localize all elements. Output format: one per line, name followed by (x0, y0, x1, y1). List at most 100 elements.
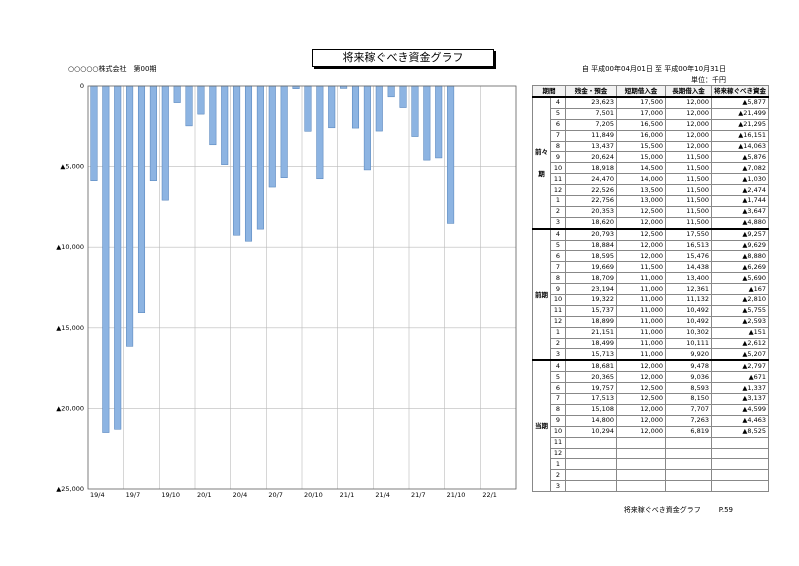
table-header-row: 期間 残金・預金 短期借入金 長期借入金 将来稼ぐべき資金 (532, 85, 769, 98)
future-funds-cell: ▲5,877 (711, 96, 769, 109)
table-row: 3 (533, 480, 769, 493)
short-loan-cell: 11,000 (616, 348, 666, 361)
x-tick-label: 19/4 (90, 491, 105, 499)
long-loan-cell (665, 480, 712, 493)
cash-cell: 24,470 (565, 173, 617, 186)
future-funds-cell (711, 436, 769, 449)
future-funds-cell: ▲1,337 (711, 382, 769, 395)
page-number: P.59 (718, 506, 733, 514)
bar-chart: 0 ▲5,000 ▲10,000 ▲15,000 ▲20,000 ▲25,000 19/4… (56, 82, 517, 499)
cash-cell (565, 447, 617, 460)
short-loan-cell: 11,500 (616, 261, 666, 274)
cash-cell: 11,849 (565, 129, 617, 142)
future-funds-cell: ▲5,690 (711, 272, 769, 285)
month-cell: 2 (550, 205, 566, 218)
group-label: 前期 (532, 228, 551, 361)
month-cell: 10 (550, 162, 566, 175)
table-row: 前々期 4 23,623 17,500 12,000 ▲5,877 (532, 96, 769, 230)
period-range: 自 平成00年04月01日 至 平成00年10月31日 (581, 65, 726, 73)
future-funds-cell: ▲4,599 (711, 403, 769, 416)
table-row: 11 24,470 14,000 11,500 ▲1,030 (533, 173, 769, 186)
cash-cell: 21,151 (565, 326, 617, 339)
short-loan-cell: 16,500 (616, 118, 666, 131)
future-funds-cell: ▲167 (711, 283, 769, 296)
bar (126, 85, 134, 347)
future-funds-cell: ▲14,063 (711, 140, 769, 153)
header-long-loan: 長期借入金 (665, 85, 712, 98)
month-cell: 4 (550, 96, 566, 109)
bar (244, 85, 253, 242)
future-funds-cell: ▲7,082 (711, 162, 769, 175)
bar (114, 85, 122, 430)
long-loan-cell: 11,500 (665, 184, 712, 197)
short-loan-cell: 12,000 (616, 414, 666, 427)
table-row: 10 10,294 12,000 6,819 ▲8,525 (533, 425, 769, 438)
cash-cell: 17,513 (565, 393, 617, 405)
future-funds-cell: ▲21,499 (711, 107, 769, 120)
month-cell: 8 (550, 403, 566, 416)
y-tick-label: ▲5,000 (60, 163, 84, 171)
table-row: 2 20,353 12,500 11,500 ▲3,647 (533, 205, 769, 218)
long-loan-cell: 7,263 (665, 414, 712, 427)
month-cell: 11 (550, 173, 566, 186)
long-loan-cell (665, 469, 712, 482)
long-loan-cell: 7,707 (665, 403, 712, 416)
cash-cell: 18,884 (565, 239, 617, 252)
bar (149, 85, 157, 181)
month-cell: 8 (550, 140, 566, 153)
bar (209, 85, 217, 146)
cash-cell: 7,501 (565, 107, 617, 120)
x-tick-label: 22/1 (482, 491, 497, 499)
cash-cell: 18,595 (565, 250, 617, 263)
short-loan-cell: 15,000 (616, 151, 666, 164)
bar (185, 85, 193, 127)
page-title: 将来稼ぐべき資金グラフ (312, 49, 494, 67)
short-loan-cell: 12,000 (616, 371, 666, 384)
month-cell: 6 (550, 118, 566, 131)
table-row: 10 19,322 11,000 11,132 ▲2,810 (533, 294, 769, 306)
short-loan-cell: 12,000 (616, 359, 666, 373)
long-loan-cell: 16,513 (665, 239, 712, 252)
long-loan-cell (665, 436, 712, 449)
x-tick-label: 21/1 (340, 491, 355, 499)
footer: 将来稼ぐべき資金グラフ P.59 (624, 505, 733, 515)
month-cell: 5 (550, 107, 566, 120)
short-loan-cell (616, 447, 666, 460)
month-cell: 10 (550, 425, 566, 438)
table-row: 1 21,151 11,000 10,302 ▲151 (533, 326, 769, 339)
bar (233, 85, 241, 236)
month-cell: 9 (550, 283, 566, 296)
cash-cell: 15,108 (565, 403, 617, 416)
x-tick-label: 21/10 (447, 491, 466, 499)
month-cell: 1 (550, 195, 566, 207)
cash-cell: 14,800 (565, 414, 617, 427)
header-period: 期間 (532, 85, 566, 98)
future-funds-cell: ▲2,612 (711, 337, 769, 350)
long-loan-cell: 15,476 (665, 250, 712, 263)
future-funds-cell: ▲5,207 (711, 348, 769, 361)
month-cell: 3 (550, 480, 566, 493)
bar (173, 85, 181, 103)
bar (197, 85, 205, 115)
long-loan-cell: 11,500 (665, 195, 712, 207)
bar (90, 85, 98, 181)
table-row: 8 18,709 11,000 13,400 ▲5,690 (533, 272, 769, 285)
table-group: 前期 4 20,793 12,500 17,550 ▲9,257 5 18,884 12,000… (532, 228, 769, 361)
future-funds-cell: ▲9,629 (711, 239, 769, 252)
bar (351, 85, 360, 129)
cash-cell: 19,757 (565, 382, 617, 395)
header-future-funds: 将来稼ぐべき資金 (711, 85, 769, 98)
future-funds-cell: ▲3,137 (711, 393, 769, 405)
cash-cell: 18,499 (565, 337, 617, 350)
month-cell: 3 (550, 216, 566, 230)
table-row: 6 18,595 12,000 15,476 ▲8,880 (533, 250, 769, 263)
cash-cell: 23,194 (565, 283, 617, 296)
future-funds-cell: ▲21,295 (711, 118, 769, 131)
month-cell: 10 (550, 294, 566, 306)
table-row: 9 14,800 12,000 7,263 ▲4,463 (533, 414, 769, 427)
table-row: 3 18,620 12,000 11,500 ▲4,880 (533, 216, 769, 230)
footer-title: 将来稼ぐべき資金グラフ (623, 506, 701, 514)
month-cell: 4 (550, 359, 566, 373)
short-loan-cell (616, 436, 666, 449)
month-cell: 12 (550, 184, 566, 197)
